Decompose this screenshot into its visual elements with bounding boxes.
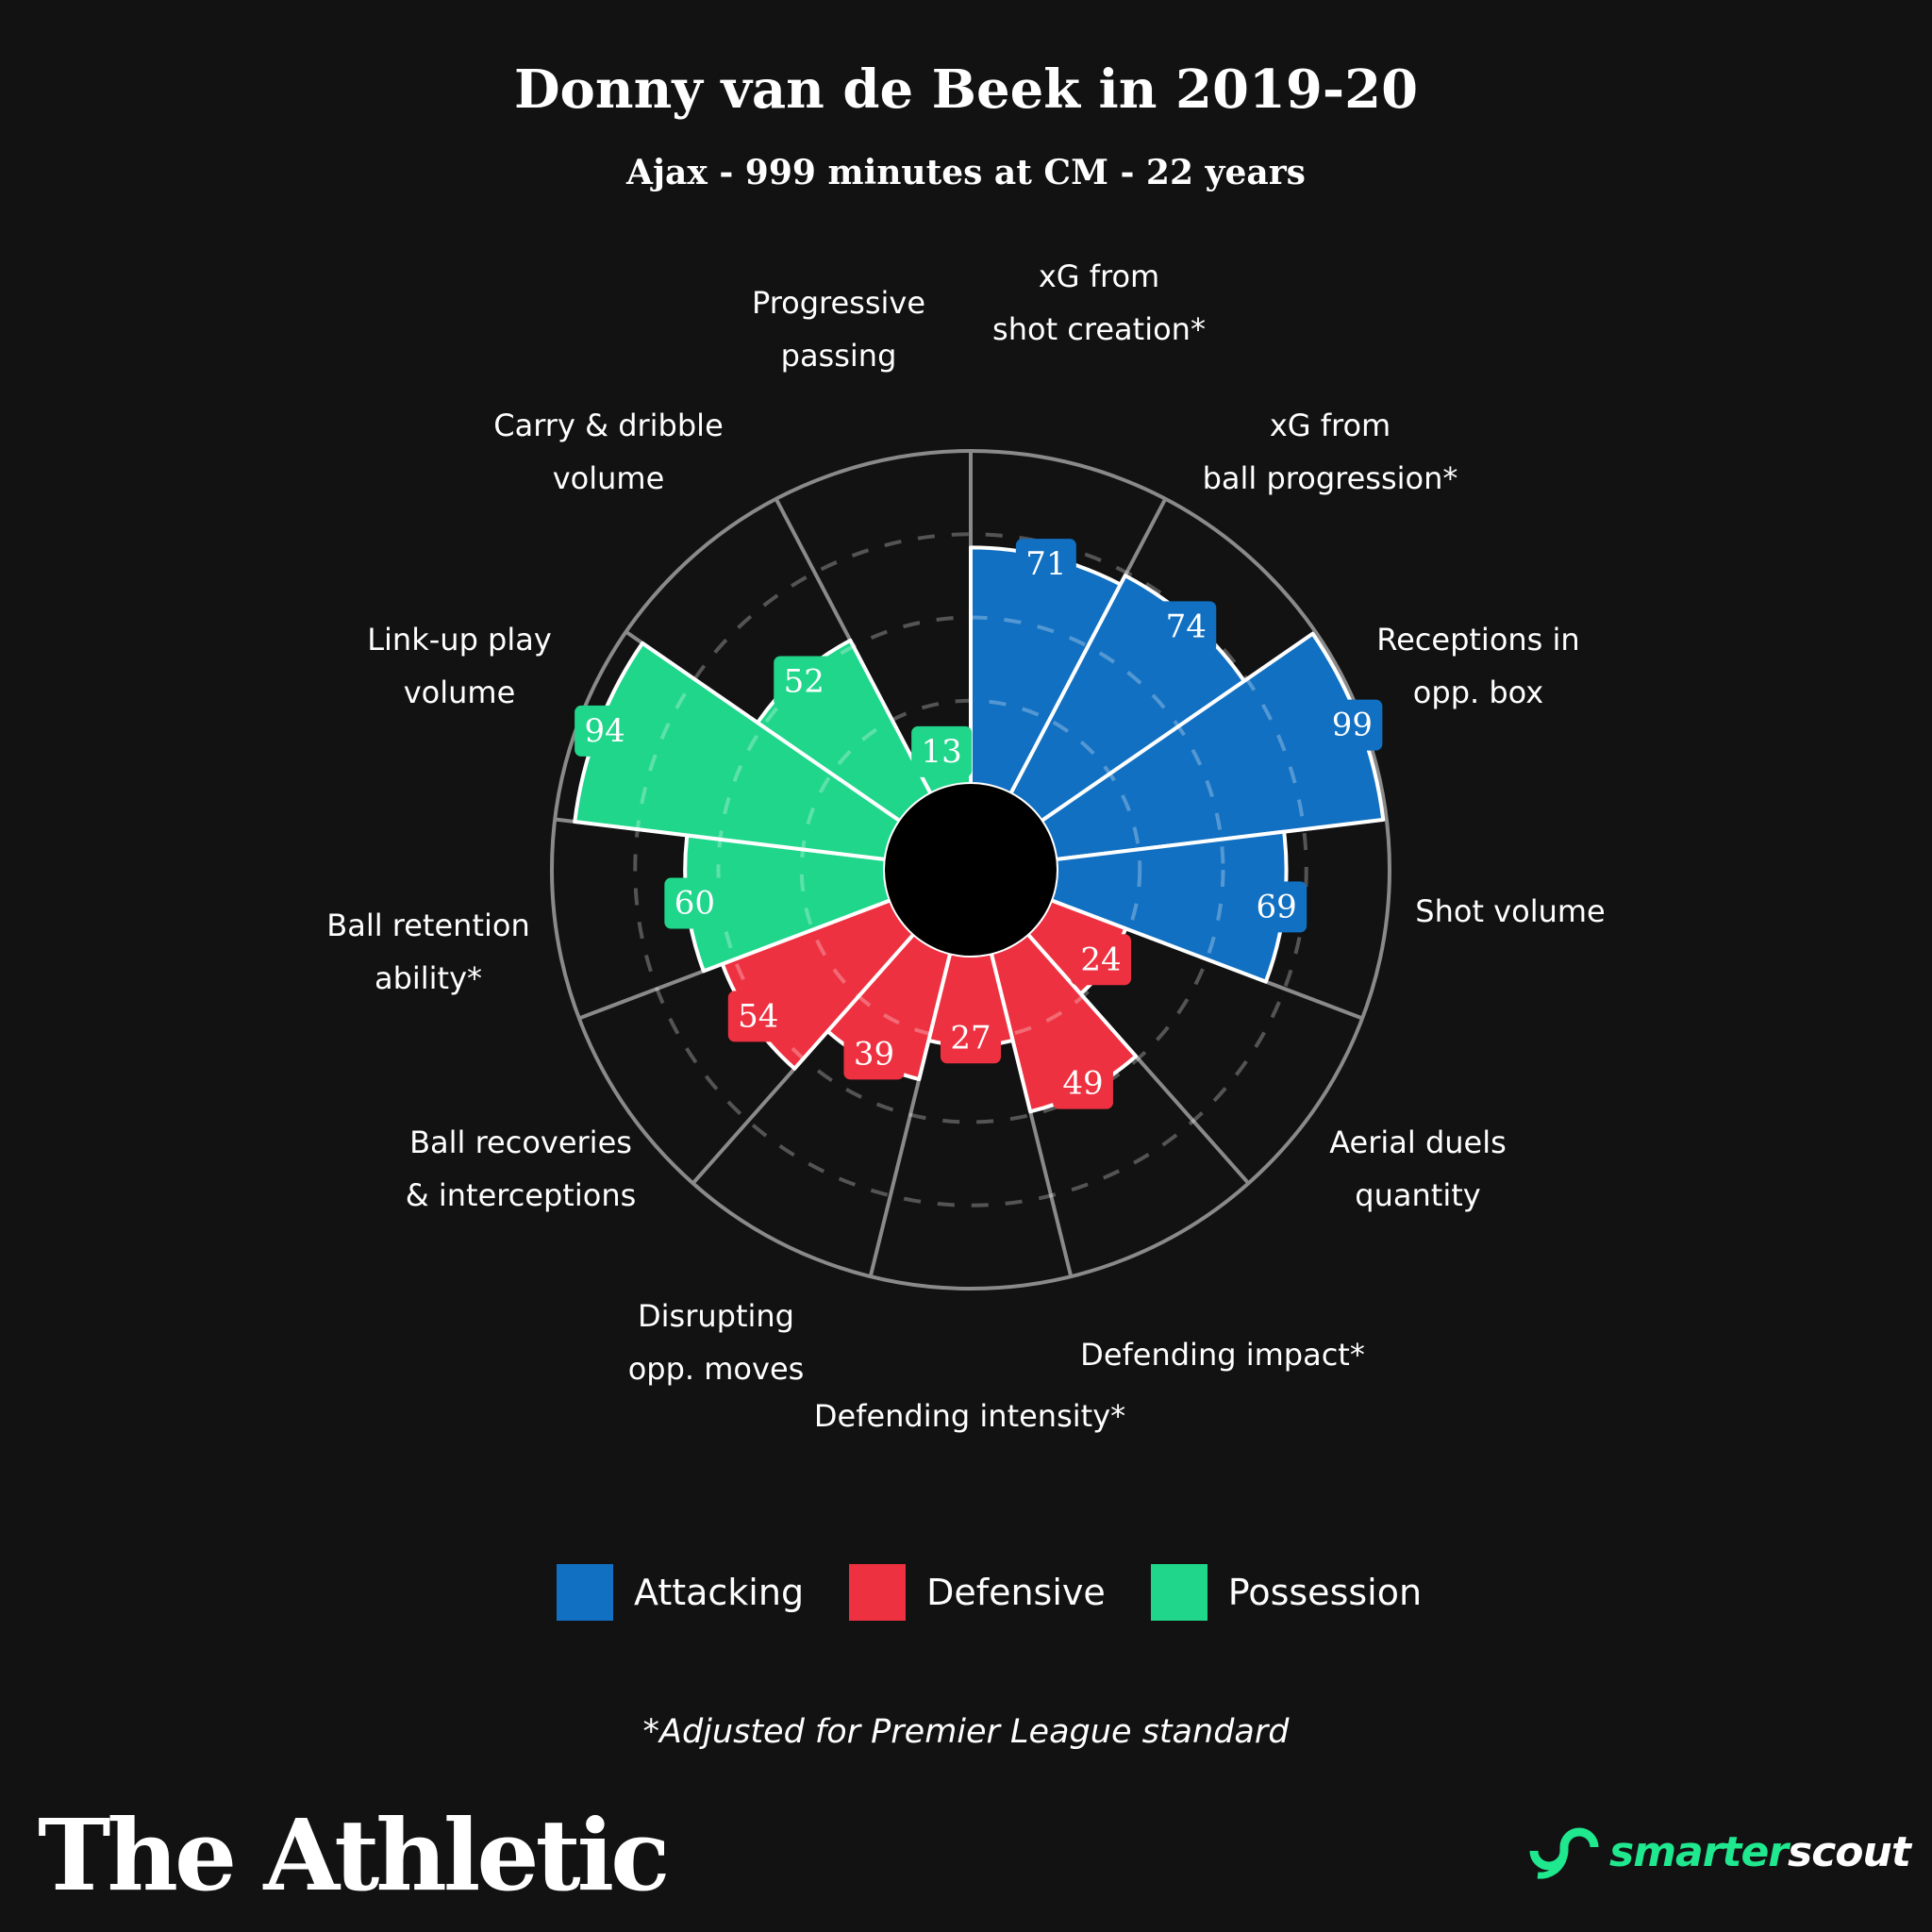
smarterscout-logo: smarter scout bbox=[1528, 1819, 1911, 1885]
value-label-box bbox=[774, 656, 835, 708]
value-label-box bbox=[727, 991, 789, 1042]
legend-label: Defensive bbox=[926, 1572, 1106, 1613]
category-label: Link-up play bbox=[367, 622, 552, 658]
category-label: xG from bbox=[1270, 408, 1391, 443]
grid-ring bbox=[799, 698, 1142, 1041]
value-label-box bbox=[1071, 934, 1132, 986]
value-label: 54 bbox=[738, 997, 778, 1035]
chart-subtitle: Ajax - 999 minutes at CM - 22 years bbox=[626, 153, 1306, 192]
value-label: 69 bbox=[1257, 888, 1297, 925]
category-label: Ball retention bbox=[326, 908, 529, 943]
legend-item-possession: Possession bbox=[1150, 1564, 1423, 1621]
category-label: Aerial duels bbox=[1329, 1124, 1507, 1160]
category-label: & interceptions bbox=[406, 1177, 637, 1213]
value-label: 71 bbox=[1025, 545, 1066, 583]
category-label: ball progression* bbox=[1203, 460, 1458, 496]
value-label-box bbox=[575, 705, 636, 757]
value-label-box bbox=[1015, 539, 1076, 591]
legend-swatch bbox=[1150, 1564, 1208, 1621]
legend-label: Possession bbox=[1227, 1572, 1423, 1613]
value-label-box bbox=[1322, 699, 1383, 751]
category-label: passing bbox=[781, 338, 897, 374]
value-label-box bbox=[1052, 1058, 1113, 1109]
category-label: xG from bbox=[1039, 258, 1159, 294]
category-label: quantity bbox=[1355, 1177, 1480, 1213]
legend-item-defensive: Defensive bbox=[849, 1564, 1106, 1621]
logo-text-scout: scout bbox=[1788, 1827, 1911, 1876]
smarterscout-icon bbox=[1529, 1827, 1599, 1879]
category-label: Disrupting bbox=[638, 1298, 794, 1334]
legend: Attacking Defensive Possession bbox=[557, 1564, 1467, 1621]
value-label-box bbox=[1156, 601, 1217, 653]
legend-item-attacking: Attacking bbox=[557, 1564, 804, 1621]
value-label: 27 bbox=[950, 1019, 991, 1057]
footnote: *Adjusted for Premier League standard bbox=[642, 1713, 1290, 1751]
legend-label: Attacking bbox=[634, 1572, 805, 1613]
legend-swatch bbox=[557, 1564, 613, 1621]
value-label: 99 bbox=[1332, 707, 1373, 744]
category-label: Progressive bbox=[752, 285, 925, 321]
category-label: volume bbox=[553, 460, 665, 496]
center-hole bbox=[885, 784, 1057, 956]
category-label: volume bbox=[404, 675, 516, 710]
grid-ring bbox=[633, 532, 1308, 1208]
category-label: Receptions in bbox=[1376, 622, 1579, 658]
grid-ring bbox=[716, 615, 1225, 1124]
value-label-box bbox=[911, 725, 973, 777]
category-label: Shot volume bbox=[1415, 893, 1605, 929]
category-label: opp. box bbox=[1413, 675, 1543, 710]
the-athletic-logo: The Athletic bbox=[38, 1797, 670, 1913]
value-label: 60 bbox=[675, 885, 715, 923]
logo-text-smarter: smarter bbox=[1609, 1827, 1789, 1876]
value-label: 74 bbox=[1166, 608, 1207, 645]
category-label: ability* bbox=[375, 960, 482, 996]
category-label: Defending impact* bbox=[1080, 1337, 1365, 1373]
legend-swatch bbox=[849, 1564, 907, 1621]
value-label-box bbox=[664, 877, 725, 929]
value-label-box bbox=[843, 1028, 905, 1080]
value-label: 39 bbox=[854, 1035, 894, 1073]
value-label-box bbox=[941, 1012, 1001, 1064]
value-label: 49 bbox=[1062, 1065, 1103, 1103]
category-label: Ball recoveries bbox=[409, 1124, 632, 1160]
category-label: shot creation* bbox=[992, 311, 1206, 347]
value-label: 24 bbox=[1080, 941, 1121, 978]
value-label: 52 bbox=[784, 662, 824, 700]
value-label: 94 bbox=[585, 712, 625, 750]
value-label-box bbox=[1246, 881, 1307, 933]
category-label: opp. moves bbox=[628, 1351, 805, 1387]
chart-title: Donny van de Beek in 2019-20 bbox=[513, 58, 1419, 121]
category-label: Defending intensity* bbox=[814, 1398, 1125, 1434]
category-label: Carry & dribble bbox=[493, 408, 724, 443]
value-label: 13 bbox=[922, 733, 962, 771]
